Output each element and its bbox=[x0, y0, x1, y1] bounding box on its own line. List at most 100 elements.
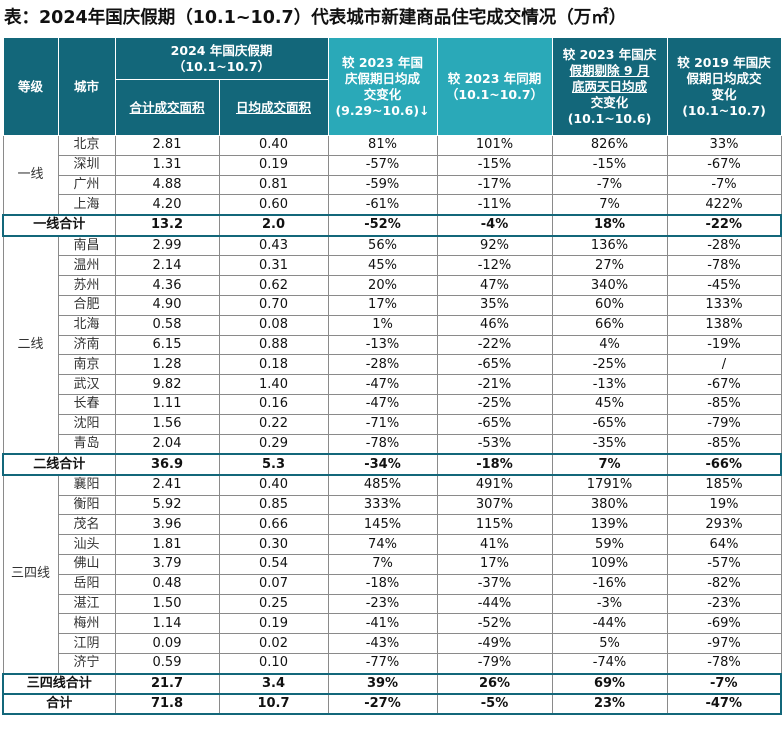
vs2023-holiday-cell: 74% bbox=[327, 534, 438, 555]
table-row: 一线 北京 2.81 0.40 81% 101% 826% 33% bbox=[2, 135, 782, 216]
table-row: 汕头 1.81 0.30 74% 41% 59% 64% bbox=[3, 534, 782, 555]
vs2023-holiday-cell: 20% bbox=[327, 275, 438, 296]
subtotal-value: 21.7 bbox=[114, 672, 220, 696]
city-cell: 岳阳 bbox=[57, 573, 116, 595]
daily-area-cell: 0.81 bbox=[218, 174, 329, 196]
total-value: 23% bbox=[551, 693, 668, 716]
daily-area-cell: 0.10 bbox=[218, 652, 329, 675]
subtotal-value: 39% bbox=[327, 672, 438, 696]
subtotal-value: 26% bbox=[436, 672, 553, 696]
daily-area-cell: 0.25 bbox=[218, 593, 329, 615]
table-row: 佛山 3.79 0.54 7% 17% 109% -57% bbox=[3, 553, 782, 575]
daily-area-cell: 0.60 bbox=[218, 194, 329, 216]
vs2023-excl-cell: -13% bbox=[551, 374, 668, 395]
table-row: 广州 4.88 0.81 -59% -17% -7% -7% bbox=[3, 174, 782, 196]
city-cell: 温州 bbox=[57, 255, 116, 277]
table-row: 青岛 2.04 0.29 -78% -53% -35% -85% bbox=[3, 433, 782, 455]
vs2023-holiday-cell: 56% bbox=[327, 235, 438, 257]
vs2019-cell: / bbox=[666, 354, 782, 376]
vs2023-holiday-cell: -47% bbox=[327, 393, 438, 415]
daily-area-cell: 0.62 bbox=[218, 275, 329, 296]
daily-area-cell: 0.07 bbox=[218, 573, 329, 595]
housing-sales-table: 等级 城市 2024 年国庆假期 （10.1~10.7） 较 2023 年国 庆… bbox=[2, 37, 782, 716]
vs2019-cell: -79% bbox=[666, 413, 782, 435]
header-vs2023-same-l2: （10.1~10.7） bbox=[445, 86, 544, 102]
vs2019-cell: 64% bbox=[666, 534, 782, 555]
vs2019-cell: 293% bbox=[666, 514, 782, 536]
vs2023-excl-cell: 60% bbox=[551, 294, 668, 316]
vs2019-cell: -7% bbox=[666, 174, 782, 196]
header-vs2023-excl-l4: 交变化 bbox=[590, 94, 629, 110]
vs2023-excl-cell: -65% bbox=[551, 413, 668, 435]
total-value: -27% bbox=[327, 693, 438, 716]
daily-area-cell: 0.85 bbox=[218, 494, 329, 516]
total-area-cell: 1.28 bbox=[114, 354, 220, 376]
total-area-cell: 0.58 bbox=[114, 314, 220, 336]
daily-area-cell: 0.02 bbox=[218, 633, 329, 654]
vs2023-same-cell: -79% bbox=[436, 652, 553, 675]
total-area-cell: 1.31 bbox=[114, 154, 220, 176]
header-2024-group-line2: （10.1~10.7） bbox=[172, 58, 271, 74]
header-vs2019-l1: 较 2019 年国庆 bbox=[677, 54, 771, 70]
vs2023-excl-cell: 66% bbox=[551, 314, 668, 336]
total-area-cell: 0.48 bbox=[114, 573, 220, 595]
vs2023-excl-cell: 139% bbox=[551, 514, 668, 536]
vs2023-same-cell: 101% bbox=[436, 135, 553, 156]
city-cell: 广州 bbox=[57, 174, 116, 196]
subtotal-value: -34% bbox=[327, 453, 438, 476]
total-value: 71.8 bbox=[114, 693, 220, 716]
total-value: -47% bbox=[666, 693, 782, 716]
daily-area-cell: 1.40 bbox=[218, 374, 329, 395]
vs2023-excl-cell: 826% bbox=[551, 135, 668, 156]
total-area-cell: 0.59 bbox=[114, 652, 220, 675]
city-cell: 济宁 bbox=[57, 652, 116, 675]
vs2023-same-cell: -52% bbox=[436, 613, 553, 635]
table-row: 二线 南昌 2.99 0.43 56% 92% 136% -28% bbox=[2, 235, 782, 455]
table-row: 三四线 襄阳 2.41 0.40 485% 491% 1791% 185% bbox=[2, 474, 782, 675]
daily-area-cell: 0.16 bbox=[218, 393, 329, 415]
vs2023-excl-cell: 380% bbox=[551, 494, 668, 516]
vs2023-holiday-cell: -57% bbox=[327, 154, 438, 176]
table-row: 济南 6.15 0.88 -13% -22% 4% -19% bbox=[3, 334, 782, 356]
vs2019-cell: -82% bbox=[666, 573, 782, 595]
header-vs2023-excl: 较 2023 年国庆 假期剔除 9 月 底两天日均成 交变化 (10.1~10.… bbox=[551, 37, 668, 136]
city-cell: 江阴 bbox=[57, 633, 116, 654]
vs2019-cell: 138% bbox=[666, 314, 782, 336]
vs2023-excl-cell: -35% bbox=[551, 433, 668, 455]
vs2023-same-cell: -11% bbox=[436, 194, 553, 216]
vs2019-cell: 19% bbox=[666, 494, 782, 516]
vs2023-excl-cell: 7% bbox=[551, 194, 668, 216]
city-cell: 合肥 bbox=[57, 294, 116, 316]
subtotal-value: -4% bbox=[436, 214, 553, 237]
daily-area-cell: 0.08 bbox=[218, 314, 329, 336]
total-area-cell: 9.82 bbox=[114, 374, 220, 395]
subtotal-value: -52% bbox=[327, 214, 438, 237]
vs2019-cell: -28% bbox=[666, 235, 782, 257]
table-row: 济宁 0.59 0.10 -77% -79% -74% -78% bbox=[3, 652, 782, 675]
city-cell: 沈阳 bbox=[57, 413, 116, 435]
subtotal-value: -22% bbox=[666, 214, 782, 237]
vs2023-holiday-cell: 81% bbox=[327, 135, 438, 156]
total-area-cell: 2.14 bbox=[114, 255, 220, 277]
table-row: 北海 0.58 0.08 1% 46% 66% 138% bbox=[3, 314, 782, 336]
vs2023-excl-cell: 5% bbox=[551, 633, 668, 654]
total-area-cell: 1.81 bbox=[114, 534, 220, 555]
header-vs2023-holiday-l3: 交变化 bbox=[363, 86, 402, 102]
header-total-area: 合计成交面积 bbox=[114, 79, 220, 136]
vs2023-holiday-cell: -47% bbox=[327, 374, 438, 395]
city-cell: 南京 bbox=[57, 354, 116, 376]
daily-area-cell: 0.40 bbox=[218, 474, 329, 496]
total-value: 10.7 bbox=[218, 693, 329, 716]
daily-area-cell: 0.19 bbox=[218, 613, 329, 635]
vs2023-holiday-cell: 1% bbox=[327, 314, 438, 336]
vs2023-excl-cell: -74% bbox=[551, 652, 668, 675]
daily-area-cell: 0.18 bbox=[218, 354, 329, 376]
tier-label: 一线 bbox=[2, 135, 59, 216]
header-vs2019-l2: 假期日均成交 bbox=[686, 70, 762, 86]
header-vs2019-l3: 变化 bbox=[711, 86, 737, 102]
vs2019-cell: -67% bbox=[666, 154, 782, 176]
table-row: 温州 2.14 0.31 45% -12% 27% -78% bbox=[3, 255, 782, 277]
vs2023-same-cell: -65% bbox=[436, 354, 553, 376]
city-cell: 上海 bbox=[57, 194, 116, 216]
vs2023-same-cell: 491% bbox=[436, 474, 553, 496]
